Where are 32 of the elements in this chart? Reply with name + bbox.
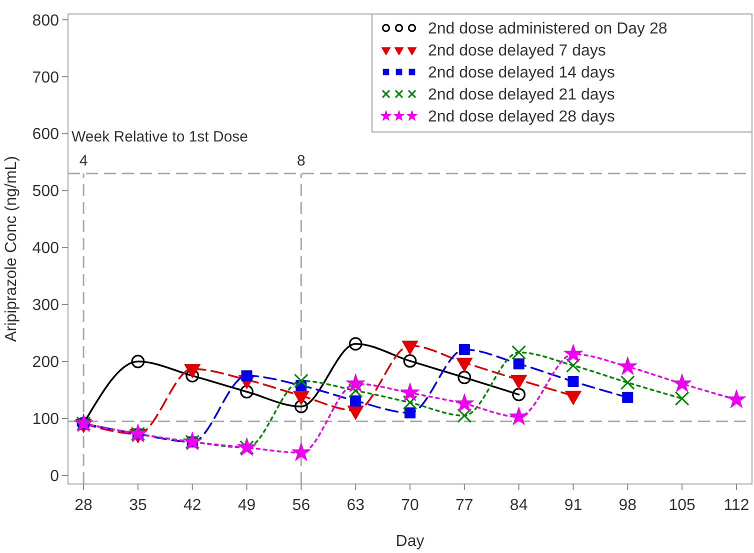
y-axis-title: Aripiprazole Conc (ng/mL): [3, 156, 20, 342]
x-axis-title: Day: [396, 533, 424, 550]
x2-axis-title: Week Relative to 1st Dose: [72, 128, 248, 146]
y-tick-label: 500: [32, 183, 60, 200]
x-tick-label: 42: [183, 497, 202, 514]
legend-label: 2nd dose delayed 21 days: [428, 86, 615, 104]
x-tick-label: 63: [346, 497, 365, 514]
x-tick-label: 84: [510, 497, 528, 514]
x2-tick-label: 8: [297, 152, 306, 170]
y-tick-label: 400: [32, 240, 60, 258]
x-tick-label: 56: [292, 497, 310, 514]
legend-label: 2nd dose delayed 28 days: [428, 108, 615, 126]
y-tick-label: 600: [32, 126, 60, 144]
y-tick-label: 700: [32, 69, 60, 86]
x-tick-label: 91: [564, 497, 582, 514]
x-tick-label: 49: [238, 497, 256, 514]
y-tick-label: 800: [32, 12, 60, 30]
x-tick-label: 112: [724, 497, 750, 514]
x-tick-label: 70: [401, 497, 419, 514]
y-tick-label: 300: [32, 297, 60, 314]
legend-label: 2nd dose delayed 14 days: [428, 64, 615, 82]
y-tick-label: 0: [50, 468, 60, 486]
y-tick-label: 100: [32, 411, 60, 428]
x-tick-label: 105: [668, 497, 696, 514]
legend-label: 2nd dose administered on Day 28: [428, 20, 668, 38]
legend-label: 2nd dose delayed 7 days: [428, 42, 606, 60]
x-tick-label: 28: [74, 497, 93, 514]
x-tick-label: 77: [456, 497, 474, 514]
x-tick-label: 35: [129, 497, 147, 514]
x2-tick-label: 4: [79, 152, 88, 170]
x-tick-label: 98: [618, 497, 637, 514]
y-tick-label: 200: [32, 354, 60, 372]
